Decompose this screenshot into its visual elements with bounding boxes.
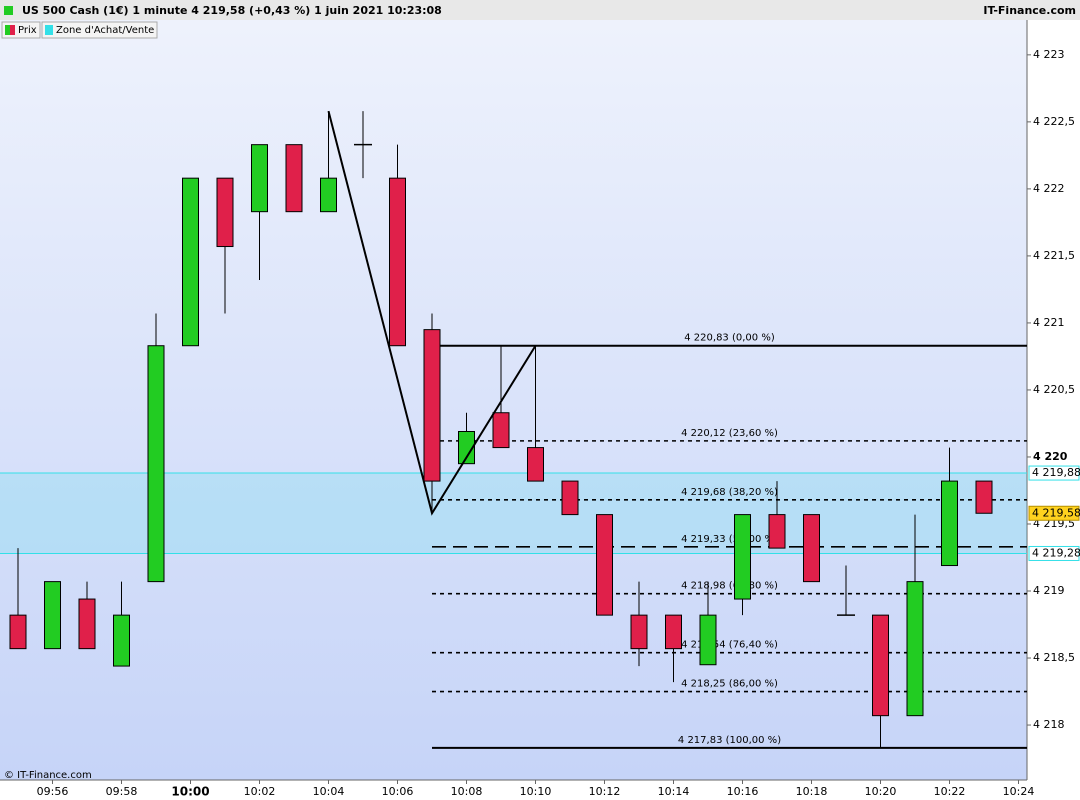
candle-body: [768, 514, 786, 549]
x-tick-label: 10:24: [1003, 785, 1035, 798]
x-tick-label: 10:22: [934, 785, 966, 798]
y-axis-area: [1027, 20, 1080, 800]
fib-label: 4 218,54 (76,40 %): [681, 640, 778, 651]
y-tick-label: 4 223: [1033, 48, 1065, 61]
y-tick-label: 4 221: [1033, 316, 1065, 329]
legend-item[interactable]: [41, 21, 158, 39]
y-tick-label: 4 220: [1033, 450, 1068, 463]
fib-label: 4 219,68 (38,20 %): [681, 487, 778, 498]
candle-body: [389, 177, 406, 347]
x-tick-label: 10:14: [658, 785, 690, 798]
x-tick-label: 09:58: [106, 785, 138, 798]
legend-swatch: [10, 25, 15, 35]
x-tick-label: 10:20: [865, 785, 897, 798]
title-icon: [4, 6, 13, 15]
y-tick-label: 4 221,5: [1033, 249, 1075, 262]
buy-sell-zone: [0, 473, 1027, 554]
candle-body: [734, 514, 751, 600]
y-tick-label: 4 218,5: [1033, 651, 1075, 664]
x-tick-label: 10:12: [589, 785, 621, 798]
legend-swatch: [45, 25, 53, 35]
candle-body: [630, 614, 648, 650]
price-tag: [1028, 465, 1080, 481]
candle-body: [113, 614, 130, 667]
candle-body: [182, 177, 199, 347]
price-tag: [1028, 545, 1080, 561]
x-tick-label: 10:02: [244, 785, 276, 798]
candle-body: [9, 614, 27, 650]
candle-body: [216, 177, 234, 248]
y-tick-label: 4 222,5: [1033, 115, 1075, 128]
fib-label: 4 217,83 (100,00 %): [678, 735, 781, 746]
x-tick-label: 09:56: [37, 785, 69, 798]
candle-body: [320, 177, 337, 213]
fib-label: 4 220,83 (0,00 %): [684, 333, 775, 344]
fib-label: 4 219,33 (50,00 %): [681, 534, 778, 545]
candle-body: [458, 430, 475, 465]
candle-body: [251, 144, 268, 213]
legend-label: Zone d'Achat/Vente: [56, 25, 154, 36]
x-axis-area: [0, 780, 1027, 800]
zigzag-line: [327, 110, 537, 516]
price-tag-label: 4 219,58: [1032, 506, 1080, 519]
x-tick-label: 10:16: [727, 785, 759, 798]
price-tag: [1028, 505, 1080, 521]
candle-body: [872, 614, 889, 717]
candle-body: [78, 598, 96, 650]
candle-body: [492, 412, 510, 449]
candle-body: [699, 614, 717, 666]
candle-body: [561, 480, 579, 516]
footer: © IT-Finance.com: [4, 770, 92, 781]
candle-body: [423, 329, 441, 482]
candle-body: [147, 345, 165, 583]
x-tick-label: 10:00: [171, 785, 209, 799]
candle-body: [44, 581, 61, 650]
fib-label: 4 218,25 (86,00 %): [681, 679, 778, 690]
price-tag-label: 4 219,28: [1032, 546, 1080, 559]
candle-body: [906, 581, 924, 717]
price-tag-label: 4 219,88: [1032, 466, 1080, 479]
title-bar: [0, 0, 1080, 20]
y-tick-label: 4 220,5: [1033, 383, 1075, 396]
x-tick-label: 10:18: [796, 785, 828, 798]
x-tick-label: 10:08: [451, 785, 483, 798]
fib-label: 4 218,98 (61,80 %): [681, 581, 778, 592]
legend-swatch: [5, 25, 10, 35]
candle-body: [665, 614, 682, 650]
candle-body: [975, 480, 993, 514]
y-tick-label: 4 222: [1033, 182, 1065, 195]
brand: IT-Finance.com: [983, 4, 1076, 17]
y-tick-label: 4 219: [1033, 584, 1065, 597]
y-tick-label: 4 218: [1033, 718, 1065, 731]
candle-body: [941, 480, 958, 567]
legend-label: Prix: [18, 25, 37, 36]
chart-title: US 500 Cash (1€) 1 minute 4 219,58 (+0,4…: [22, 4, 442, 17]
x-tick-label: 10:04: [313, 785, 345, 798]
candle-body: [527, 447, 544, 482]
candle-body: [285, 144, 303, 213]
x-tick-label: 10:06: [382, 785, 414, 798]
candle-body: [803, 514, 820, 583]
x-tick-label: 10:10: [520, 785, 552, 798]
candle-body: [596, 514, 613, 616]
fib-label: 4 220,12 (23,60 %): [681, 428, 778, 439]
